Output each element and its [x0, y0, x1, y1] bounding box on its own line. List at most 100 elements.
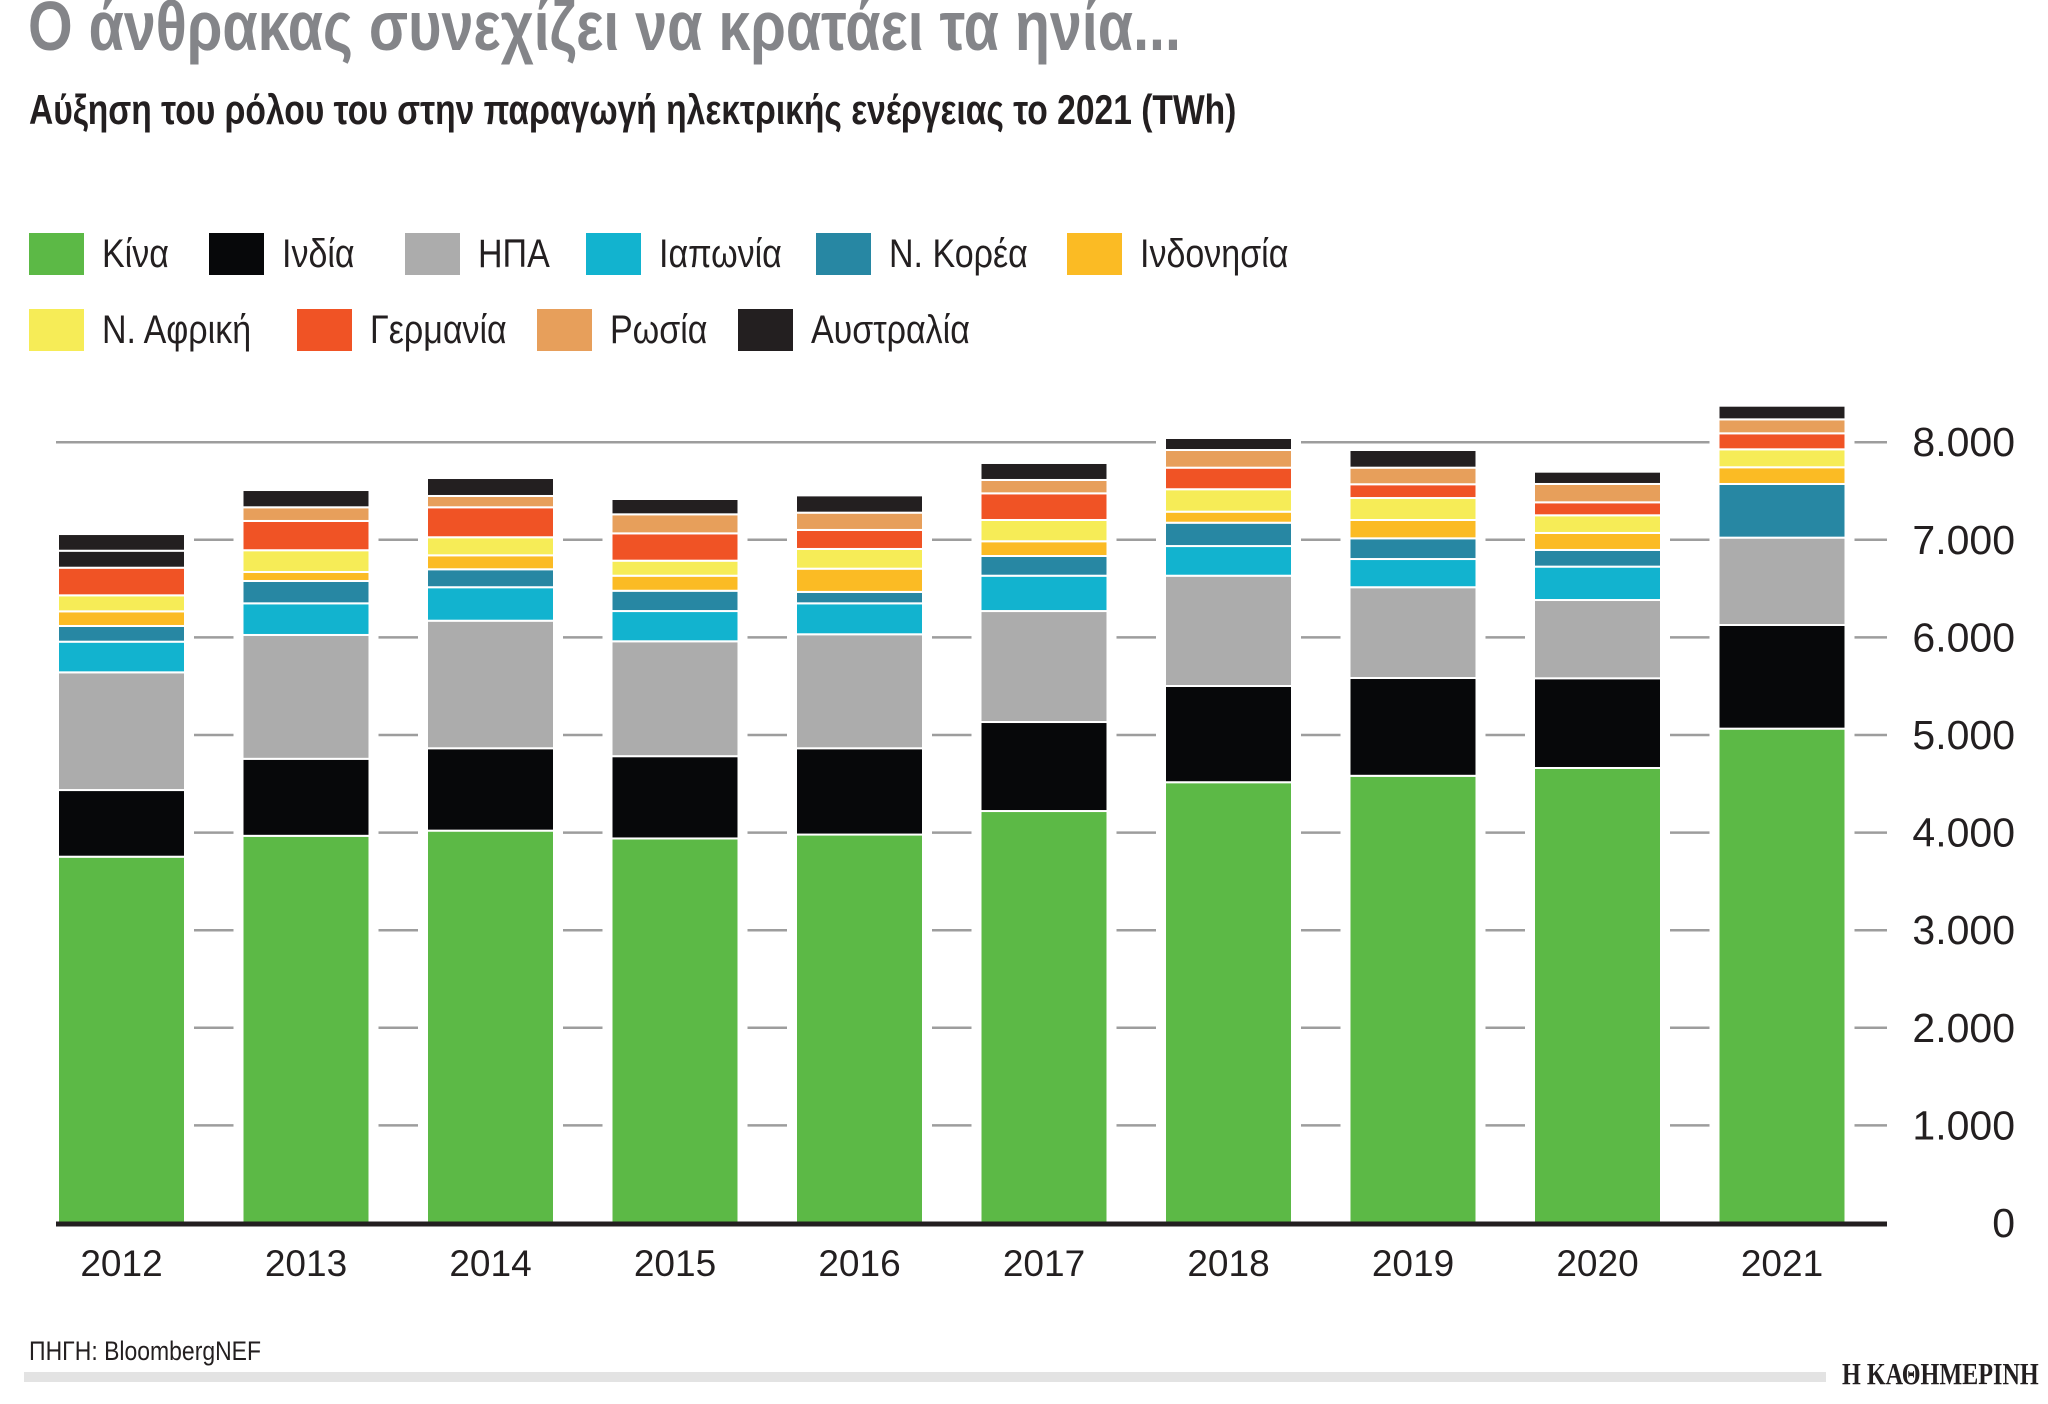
legend-swatch [29, 309, 84, 351]
bar-segment [243, 573, 369, 580]
bar-segment [612, 612, 738, 641]
bar-segment [1166, 687, 1291, 782]
bar-segment [797, 496, 922, 512]
legend-label: Ν. Κορέα [889, 231, 1028, 276]
legend-label: Γερμανία [370, 307, 507, 352]
bar-segment [1166, 439, 1291, 450]
bar-segment [243, 581, 369, 603]
legend-item: Αυστραλία [738, 308, 998, 352]
bar-segment [59, 551, 184, 567]
bar-segment [1719, 468, 1845, 483]
y-tick-label: 6.000 [1912, 614, 2015, 660]
legend-label: Κίνα [102, 231, 169, 276]
bar-segment [1350, 539, 1476, 559]
bar-segment [428, 621, 553, 748]
y-tick-label: 5.000 [1912, 712, 2015, 758]
y-tick-label: 2.000 [1912, 1005, 2015, 1051]
bar-segment [1535, 533, 1660, 549]
bar-segment [59, 857, 184, 1222]
bar-segment [612, 576, 738, 590]
bar-segment [1350, 776, 1476, 1222]
bar-segment [1535, 484, 1660, 502]
publisher-logo: Η ΚΑΘΗΜΕΡΙΝΗ [1842, 1356, 2039, 1391]
y-tick-label: 1.000 [1912, 1102, 2015, 1148]
bar-segment [1166, 783, 1291, 1222]
bar-segment [1719, 484, 1845, 537]
bar-segment [59, 612, 184, 625]
bar-segment [797, 569, 922, 591]
legend-item: ΗΠΑ [405, 232, 562, 276]
bar-segment [981, 480, 1107, 493]
bar-segment [612, 561, 738, 575]
y-tick-label: 7.000 [1912, 517, 2015, 563]
x-tick-label: 2020 [1556, 1243, 1638, 1284]
bar-segment [1719, 434, 1845, 449]
bar-segment [243, 491, 369, 507]
bar-segment [612, 757, 738, 838]
legend-label: Ν. Αφρική [102, 307, 252, 352]
x-tick-label: 2014 [449, 1243, 531, 1284]
legend-swatch [1067, 233, 1122, 275]
y-tick-label: 4.000 [1912, 810, 2015, 856]
bar-segment [428, 588, 553, 620]
legend-item: Ιαπωνία [586, 232, 804, 276]
bar-segment [59, 642, 184, 672]
bar-segment [981, 723, 1107, 811]
bar-segment [1350, 560, 1476, 587]
bar-segment [1350, 451, 1476, 467]
bar-segment [797, 592, 922, 603]
y-tick-label: 8.000 [1912, 419, 2015, 465]
bar-segment [981, 520, 1107, 541]
legend-swatch [586, 233, 641, 275]
y-tick-label: 3.000 [1912, 907, 2015, 953]
legend-label: Ινδονησία [1140, 231, 1289, 276]
bar-segment [1350, 468, 1476, 484]
bar-segment [612, 642, 738, 756]
bar-segment [59, 791, 184, 856]
bar-segment [59, 535, 184, 550]
y-tick-label: 0 [1992, 1200, 2015, 1246]
bar-segment [612, 500, 738, 514]
bar-segment [981, 463, 1107, 479]
bar-segment [1166, 468, 1291, 489]
bar-segment [428, 538, 553, 555]
bar-segment [797, 604, 922, 634]
bar-segment [428, 749, 553, 830]
bar-segment [428, 508, 553, 537]
chart-title: Ο άνθρακας συνεχίζει να κρατάει τα ηνία.… [28, 0, 1181, 65]
bar-segment [59, 596, 184, 611]
bar-segment [797, 835, 922, 1222]
bar-segment [797, 513, 922, 529]
bar-segment [612, 591, 738, 611]
legend-label: Ιαπωνία [659, 231, 782, 276]
bar-segment [1166, 490, 1291, 511]
bar-segment [1535, 472, 1660, 483]
bar-segment [59, 673, 184, 790]
x-tick-label: 2018 [1187, 1243, 1269, 1284]
bar-segment [981, 542, 1107, 556]
bar-segment [1350, 499, 1476, 519]
bar-segment [1535, 503, 1660, 515]
bar-segment [243, 521, 369, 550]
legend-swatch [297, 309, 352, 351]
legend-item: Ν. Αφρική [29, 308, 277, 352]
bar-segment [428, 556, 553, 569]
x-tick-label: 2015 [634, 1243, 716, 1284]
bar-segment [981, 812, 1107, 1222]
bar-segment [797, 530, 922, 548]
bar-segment [59, 626, 184, 641]
x-tick-label: 2012 [80, 1243, 162, 1284]
bar-segment [1719, 406, 1845, 419]
bar-segment [1350, 588, 1476, 678]
bar-segment [981, 612, 1107, 722]
bar-segment [1535, 567, 1660, 600]
legend-item: Γερμανία [297, 308, 531, 352]
bar-segment [1350, 679, 1476, 775]
bar-segment [797, 749, 922, 834]
x-tick-label: 2013 [265, 1243, 347, 1284]
bar-segment [1719, 538, 1845, 625]
bar-segment [1350, 520, 1476, 538]
legend-label: Αυστραλία [811, 307, 970, 352]
bar-segment [1535, 679, 1660, 767]
footer-bar [24, 1372, 1826, 1382]
